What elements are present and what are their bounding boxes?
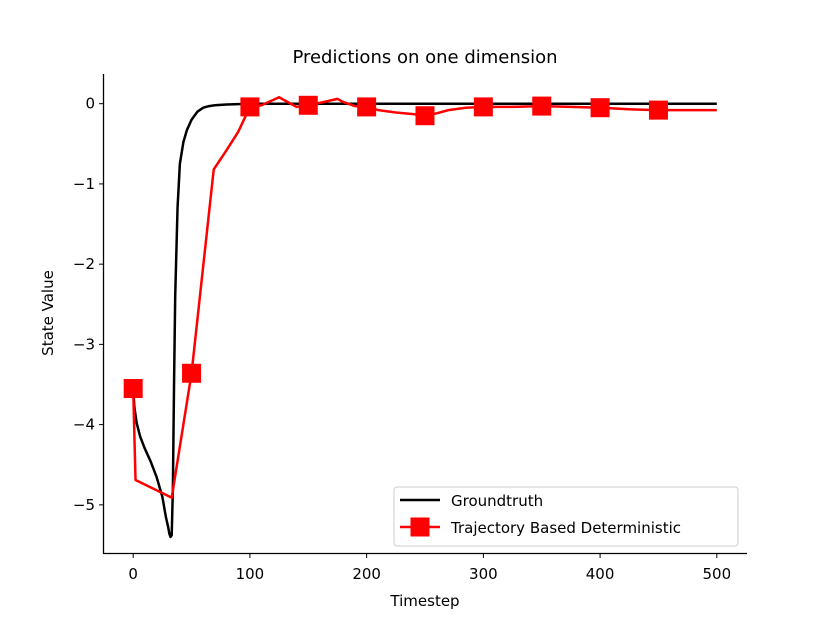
series-line-trajectory-based-deterministic [131,96,717,499]
series-line-groundtruth [131,102,717,539]
x-tick-label: 300 [469,565,498,583]
y-tick-label: 0 [85,95,95,113]
x-tick-label: 400 [586,565,615,583]
x-tick-label: 500 [702,565,731,583]
ticks: 0 100 200 300 400 500 0 −1 −2 −3 −4 −5 [73,95,731,583]
data-point-marker [123,379,143,399]
data-point-marker [473,97,493,117]
legend-label-trajectory: Trajectory Based Deterministic [450,519,681,537]
data-point-marker [590,98,610,118]
y-axis-label: State Value [39,270,57,356]
axes [102,74,747,555]
legend-marker-square-icon [410,517,430,537]
x-tick-label: 0 [128,565,138,583]
data-point-marker [415,106,435,126]
y-tick-label: −4 [73,416,95,434]
legend: Groundtruth Trajectory Based Determinist… [393,486,739,547]
data-point-marker [532,96,552,116]
chart-title: Predictions on one dimension [292,47,557,68]
legend-box [393,486,739,547]
y-tick-label: −5 [73,496,95,514]
y-tick-label: −2 [73,255,95,273]
x-axis-label: Timestep [389,592,459,610]
data-point-marker [240,97,260,117]
y-tick-label: −3 [73,335,95,353]
plot-area [123,95,717,539]
data-point-marker [357,97,377,117]
data-point-marker [182,363,202,383]
y-tick-label: −1 [73,175,95,193]
data-point-marker [298,95,318,115]
x-tick-label: 200 [352,565,381,583]
x-tick-label: 100 [236,565,265,583]
legend-label-groundtruth: Groundtruth [451,492,543,510]
data-point-marker [648,100,668,120]
